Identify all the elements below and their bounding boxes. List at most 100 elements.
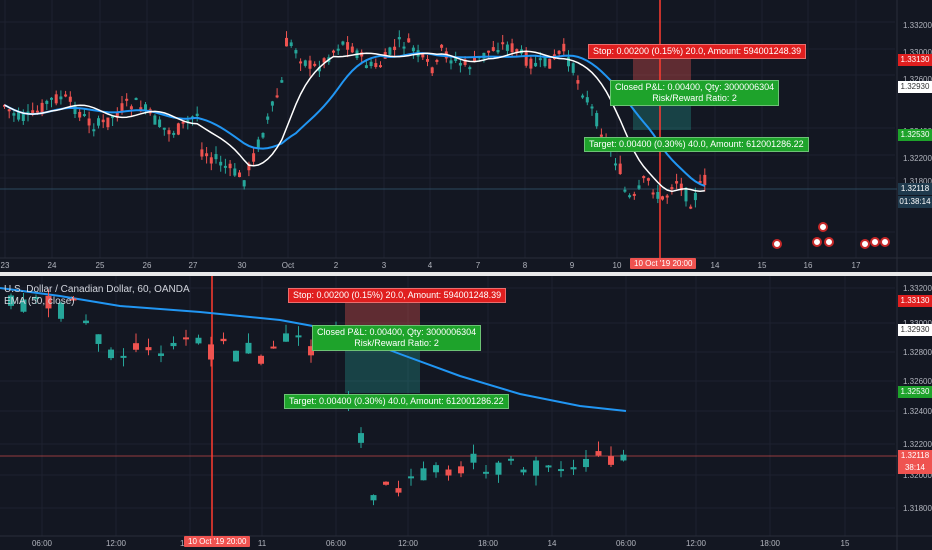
candle [651,192,655,195]
hourly-chart-pane[interactable]: 1.33200 1.33000 1.32800 1.32600 1.32400 1.322… [0,276,932,550]
closed-pnl-label[interactable]: Closed P&L: 0.00400, Qty: 3000006304 Ris… [312,325,482,351]
candle [87,118,91,126]
candle [684,187,688,202]
time-axis-label: 27 [189,261,198,270]
time-axis-label: 26 [143,261,152,270]
hourly-chart-canvas[interactable]: 1.33200 1.33000 1.32800 1.32600 1.32400 1.322… [0,276,932,550]
candle [583,458,589,468]
candle [45,295,52,309]
candle [623,189,627,192]
candle [195,113,199,117]
candle [308,60,312,69]
flag-us-icon[interactable] [860,239,870,249]
closed-pnl-text: Closed P&L: 0.00400, Qty: 3000006304 [317,327,477,337]
candle [505,44,509,51]
time-axis-label: 18:00 [760,539,781,548]
candle [125,98,129,101]
price-scale-label: 1.32600 [903,377,932,386]
stop-price-badge: 1.33130 [898,295,932,307]
candle [618,163,622,175]
candle [170,342,177,347]
last-price-badge: 1.32118 [898,183,932,195]
target-label[interactable]: Target: 0.00400 (0.30%) 40.0, Amount: 61… [584,137,809,152]
candle [496,50,500,53]
time-axis-label: 06:00 [32,539,53,548]
time-axis-label: 18:00 [478,539,499,548]
candle [313,63,317,66]
candle [637,185,641,189]
candle [73,105,77,115]
candle [82,114,86,117]
candle [285,37,288,47]
closed-pnl-label[interactable]: Closed P&L: 0.00400, Qty: 3000006304 Ris… [610,80,780,106]
candle [430,67,434,74]
target-price-badge: 1.32530 [898,386,932,398]
symbol-title[interactable]: U.S. Dollar / Canadian Dollar, 60, OANDA [4,284,190,295]
time-axis-label: 06:00 [326,539,347,548]
candle [303,60,307,66]
flag-us-icon[interactable] [880,237,890,247]
candle [261,132,265,138]
candle [670,187,674,190]
candle [228,163,232,169]
candle [299,61,303,64]
candle [458,466,464,474]
time-axis-label: 15 [841,539,850,548]
candle [252,153,256,162]
candle [247,163,251,171]
countdown-badge: 38:14 [898,462,932,474]
flag-us-icon[interactable] [870,237,880,247]
flag-us-icon[interactable] [772,239,782,249]
target-label[interactable]: Target: 0.00400 (0.30%) 40.0, Amount: 61… [284,394,509,409]
flag-us-icon[interactable] [812,237,822,247]
candle [115,111,119,118]
candle [369,61,373,67]
price-scale-label: 1.31800 [903,504,932,513]
candle [219,161,223,166]
candle [470,453,477,463]
time-axis-label: 14 [548,539,557,548]
candle [54,94,58,104]
target-price-badge: 1.32530 [898,129,932,141]
candle [595,451,602,456]
candle [468,67,472,70]
stop-loss-label[interactable]: Stop: 0.00200 (0.15%) 20.0, Amount: 5940… [588,44,807,59]
candle [533,460,539,476]
candle [426,59,429,62]
candle [108,349,114,359]
candle [195,337,202,344]
candle [454,57,458,61]
time-axis-label: 11 [258,539,267,548]
candle [435,59,439,62]
candle [501,42,505,45]
time-axis-label: 4 [428,261,433,270]
risk-reward-text: Risk/Reward Ratio: 2 [354,338,439,348]
stop-loss-label[interactable]: Stop: 0.00200 (0.15%) 20.0, Amount: 5940… [288,288,507,303]
candle [548,58,552,69]
candle [59,96,63,100]
time-axis-label: 25 [96,261,105,270]
entry-price-badge: 1.32930 [898,81,932,93]
candle [209,157,213,164]
daily-chart-canvas[interactable]: 1.332001.330001.326001.324001.322001.318… [0,0,932,272]
flag-us-icon[interactable] [824,237,834,247]
time-axis-label: 3 [382,261,387,270]
entry-price-badge: 1.32930 [898,324,932,336]
pane-divider[interactable] [0,272,932,276]
time-axis-label: 06:00 [616,539,637,548]
candle [33,296,39,299]
candle [233,350,239,362]
candle [570,467,577,470]
candle [608,456,614,465]
candle [256,139,260,149]
daily-chart-pane[interactable]: 1.332001.330001.326001.324001.322001.318… [0,0,932,272]
candle [83,320,89,324]
candle [543,57,547,67]
candle [576,80,580,84]
time-axis-label: 2 [334,261,339,270]
price-scale-label: 1.32800 [903,348,932,357]
candle [693,192,697,201]
ema-legend[interactable]: EMA (50, close) [4,296,75,307]
candle [242,180,246,187]
flag-us-icon[interactable] [818,222,828,232]
